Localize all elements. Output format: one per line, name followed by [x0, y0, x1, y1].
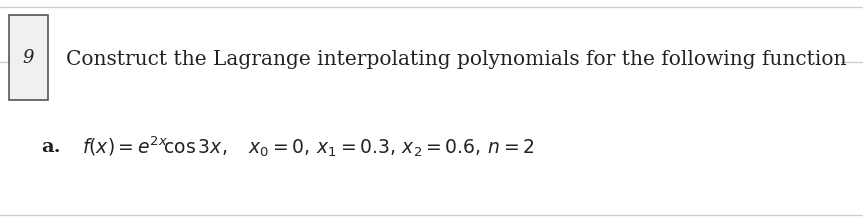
Text: a.: a.: [41, 137, 61, 156]
FancyBboxPatch shape: [9, 15, 48, 100]
Text: 9: 9: [22, 49, 35, 67]
Text: $f(x) = e^{2x}\!\cos 3x, \quad x_0 = 0,\, x_1 = 0.3,\, x_2 = 0.6,\, n = 2$: $f(x) = e^{2x}\!\cos 3x, \quad x_0 = 0,\…: [82, 134, 534, 159]
Text: Construct the Lagrange interpolating polynomials for the following function: Construct the Lagrange interpolating pol…: [66, 50, 847, 69]
